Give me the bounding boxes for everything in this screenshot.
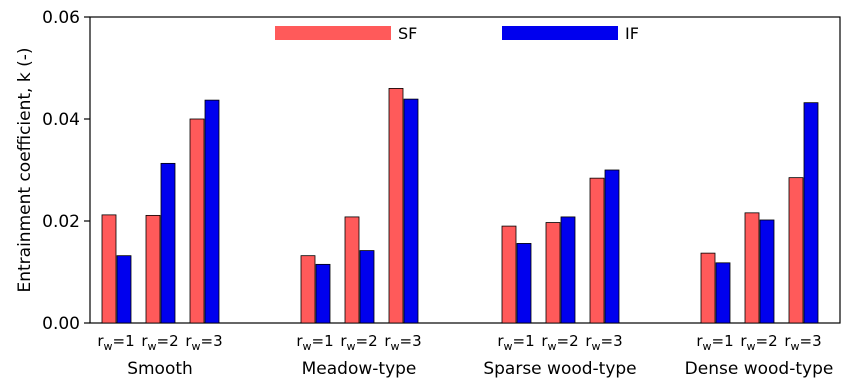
plot-frame xyxy=(89,16,841,324)
bar-if-smooth-rw2 xyxy=(160,162,176,324)
subcategory-label: rw=3 xyxy=(384,332,421,353)
bar-if-sparse-wood-type-rw3 xyxy=(604,169,620,324)
legend-label-if: IF xyxy=(625,24,639,43)
bar-sf-dense-wood-type-rw3 xyxy=(788,177,804,324)
group-label: Dense wood-type xyxy=(685,359,834,379)
bar-sf-meadow-type-rw3 xyxy=(388,88,404,324)
legend-label-sf: SF xyxy=(398,24,417,43)
bar-if-sparse-wood-type-rw1 xyxy=(516,243,532,324)
bar-sf-smooth-rw2 xyxy=(145,214,161,324)
bar-sf-sparse-wood-type-rw2 xyxy=(545,222,561,324)
group-label: Sparse wood-type xyxy=(483,359,636,379)
y-tick-label: 0.04 xyxy=(42,110,80,130)
y-tick-label: 0.02 xyxy=(42,212,80,232)
axes: 0.00 0.02 0.04 0.06 xyxy=(42,8,841,334)
bar-if-dense-wood-type-rw3 xyxy=(803,102,819,324)
bar-sf-smooth-rw1 xyxy=(101,214,117,324)
x-labels: rw=1 rw=2 rw=3 Smooth rw=1 rw=2 rw=3 Meadow-typ… xyxy=(97,332,833,379)
bar-sf-dense-wood-type-rw1 xyxy=(700,252,716,324)
bar-if-meadow-type-rw1 xyxy=(315,263,331,324)
bar-if-dense-wood-type-rw1 xyxy=(715,262,731,324)
subcategory-label: rw=3 xyxy=(185,332,222,353)
bar-sf-dense-wood-type-rw2 xyxy=(744,212,760,324)
legend: SF IF xyxy=(275,24,639,43)
group-label: Smooth xyxy=(127,359,193,379)
bar-if-meadow-type-rw2 xyxy=(359,250,375,324)
y-tick-label: 0.00 xyxy=(42,314,80,334)
subcategory-label: rw=1 xyxy=(296,332,333,353)
bar-sf-sparse-wood-type-rw3 xyxy=(589,177,605,324)
bar-sf-sparse-wood-type-rw1 xyxy=(501,225,517,324)
bar-if-sparse-wood-type-rw2 xyxy=(560,216,576,324)
y-tick-label: 0.06 xyxy=(42,8,80,28)
subcategory-label: rw=1 xyxy=(97,332,134,353)
bar-sf-meadow-type-rw2 xyxy=(344,216,360,324)
bar-if-smooth-rw1 xyxy=(116,255,132,324)
subcategory-label: rw=3 xyxy=(784,332,821,353)
bar-sf-meadow-type-rw1 xyxy=(300,255,316,324)
legend-swatch-if xyxy=(502,26,618,40)
bar-sf-smooth-rw3 xyxy=(189,118,205,324)
subcategory-label: rw=2 xyxy=(141,332,178,353)
subcategory-label: rw=2 xyxy=(740,332,777,353)
legend-swatch-sf xyxy=(275,26,391,40)
group-label: Meadow-type xyxy=(302,359,417,379)
subcategory-label: rw=3 xyxy=(585,332,622,353)
bars xyxy=(101,88,819,324)
bar-if-smooth-rw3 xyxy=(204,99,220,324)
subcategory-label: rw=2 xyxy=(541,332,578,353)
bar-if-dense-wood-type-rw2 xyxy=(759,219,775,324)
bar-if-meadow-type-rw3 xyxy=(403,98,419,324)
subcategory-label: rw=2 xyxy=(340,332,377,353)
subcategory-label: rw=1 xyxy=(696,332,733,353)
y-axis-title: Entrainment coefficient, k (-) xyxy=(15,47,35,292)
subcategory-label: rw=1 xyxy=(497,332,534,353)
